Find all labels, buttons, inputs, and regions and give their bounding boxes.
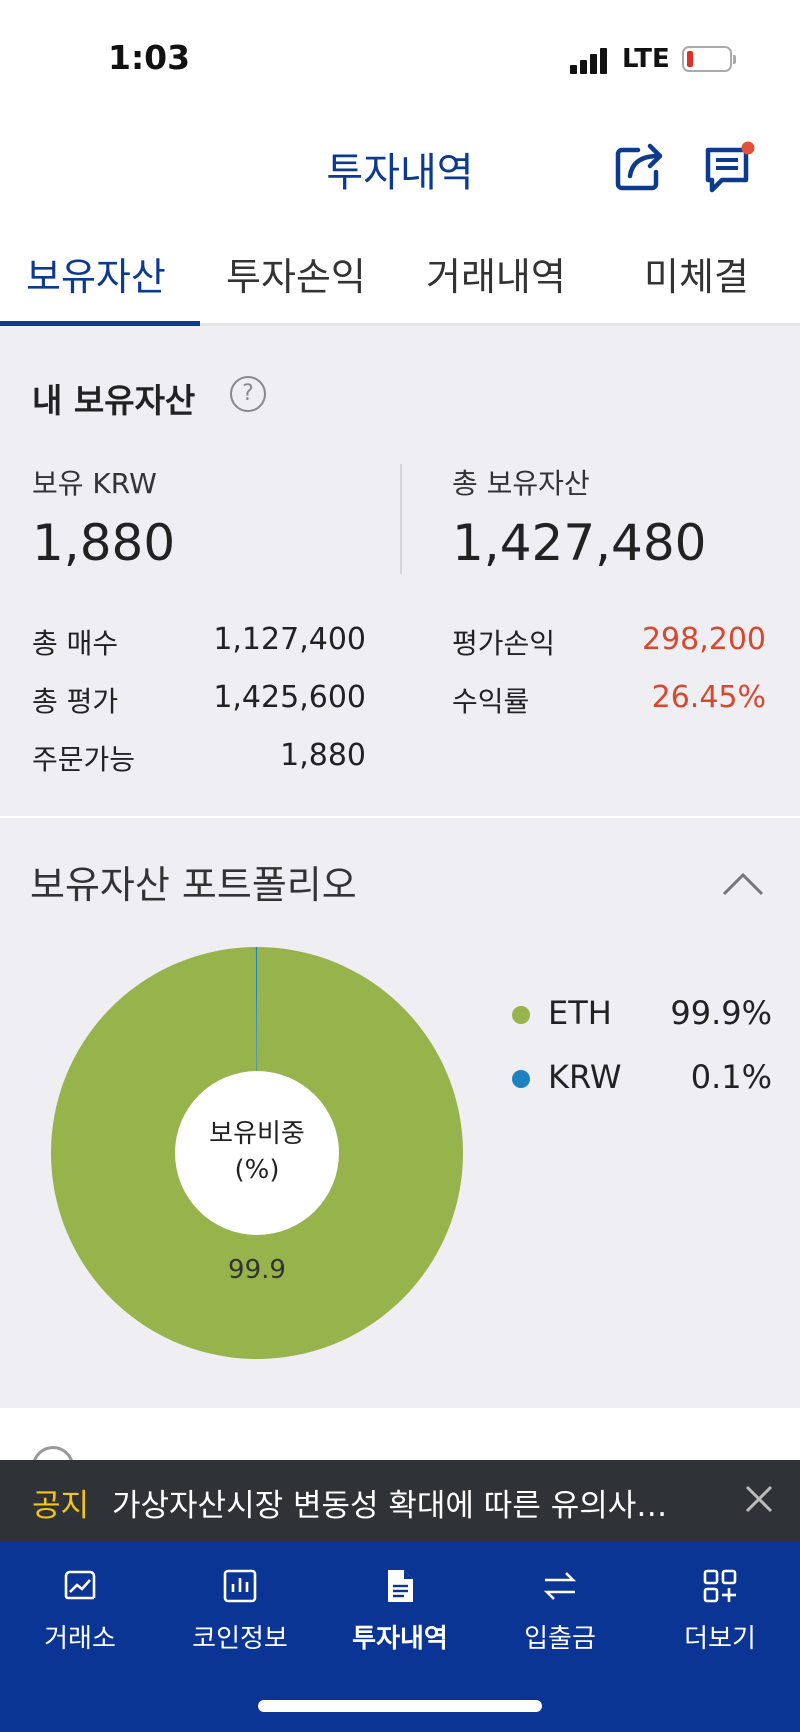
total-assets-label: 총 보유자산 [452, 467, 590, 500]
slice-eth-label: 99.9 [228, 1255, 286, 1285]
nav-exchange[interactable]: 거래소 [0, 1566, 160, 1655]
portfolio-donut-chart: 보유비중 (%) 99.9 [50, 947, 463, 1359]
notice-board-icon[interactable] [700, 138, 760, 198]
tab-holdings[interactable]: 보유자산 [26, 255, 166, 299]
legend-dot-eth [512, 1006, 530, 1024]
chevron-up-icon[interactable] [722, 872, 764, 896]
chart-line-icon [64, 1570, 96, 1600]
transfer-arrows-icon [543, 1572, 577, 1600]
home-indicator [258, 1700, 542, 1712]
next-section-peek [0, 1410, 800, 1488]
nav-deposit-withdraw[interactable]: 입출금 [480, 1566, 640, 1655]
document-icon [388, 1570, 413, 1602]
nav-label: 입출금 [524, 1624, 596, 1654]
page-title: 투자내역 [326, 150, 474, 196]
grid-plus-icon [703, 1569, 737, 1603]
legend-value-eth: 99.9% [670, 994, 772, 1032]
portfolio-section: 보유자산 포트폴리오 보유비중 (%) 99.9 ETH 99.9% KRW 0… [0, 818, 800, 1408]
nav-coin-info[interactable]: 코인정보 [160, 1566, 320, 1655]
network-type: LTE [622, 44, 670, 74]
portfolio-title: 보유자산 포트폴리오 [30, 863, 357, 907]
nav-label: 코인정보 [192, 1624, 288, 1654]
return-rate-value: 26.45% [651, 680, 766, 715]
signal-icon [570, 46, 610, 74]
tab-profit-loss[interactable]: 투자손익 [226, 255, 366, 299]
battery-icon [682, 46, 736, 72]
return-rate-label: 수익률 [452, 685, 530, 718]
legend-name-krw: KRW [548, 1058, 622, 1096]
krw-label: 보유 KRW [32, 467, 157, 500]
status-time: 1:03 [108, 38, 191, 77]
orderable-value: 1,880 [280, 738, 366, 773]
donut-hole [175, 1071, 339, 1235]
tab-transactions[interactable]: 거래내역 [426, 255, 566, 299]
nav-label: 거래소 [44, 1624, 116, 1654]
legend-item-eth: ETH 99.9% [512, 994, 772, 1034]
holdings-summary: 내 보유자산 ? 보유 KRW 1,880 총 보유자산 1,427,480 총… [0, 326, 800, 816]
bottom-nav: 거래소 코인정보 투자내역 입출금 [0, 1542, 800, 1732]
share-icon[interactable] [612, 138, 668, 194]
nav-label: 투자내역 [352, 1624, 448, 1654]
legend-dot-krw [512, 1070, 530, 1088]
total-buy-value: 1,127,400 [213, 622, 366, 657]
bar-chart-icon [223, 1569, 257, 1603]
legend-name-eth: ETH [548, 994, 612, 1032]
nav-label: 더보기 [684, 1624, 756, 1654]
eval-pl-label: 평가손익 [452, 627, 556, 660]
total-assets-value: 1,427,480 [452, 514, 707, 572]
active-tab-indicator [0, 321, 200, 326]
total-buy-label: 총 매수 [32, 627, 119, 660]
notice-banner[interactable]: 공지 가상자산시장 변동성 확대에 따른 유의사… [0, 1460, 800, 1542]
notice-tag: 공지 [32, 1488, 90, 1524]
total-eval-value: 1,425,600 [213, 680, 366, 715]
summary-title: 내 보유자산 [32, 381, 196, 420]
help-icon[interactable]: ? [230, 376, 266, 412]
donut-center-unit: (%) [235, 1155, 280, 1185]
donut-center-label: 보유비중 [209, 1119, 305, 1149]
tab-bar: 보유자산 투자손익 거래내역 미체결 [0, 220, 800, 326]
close-icon[interactable] [744, 1484, 774, 1514]
status-bar: 1:03 LTE [0, 0, 800, 110]
tab-unfilled[interactable]: 미체결 [644, 255, 749, 299]
krw-value: 1,880 [32, 514, 176, 572]
notice-text[interactable]: 가상자산시장 변동성 확대에 따른 유의사… [112, 1488, 668, 1524]
summary-divider [400, 464, 402, 574]
total-eval-label: 총 평가 [32, 685, 119, 718]
legend-value-krw: 0.1% [690, 1058, 772, 1096]
nav-more[interactable]: 더보기 [640, 1566, 800, 1655]
legend-item-krw: KRW 0.1% [512, 1058, 772, 1098]
eval-pl-value: 298,200 [641, 622, 766, 657]
app-header: 투자내역 [0, 110, 800, 220]
orderable-label: 주문가능 [32, 743, 136, 776]
nav-investments[interactable]: 투자내역 [320, 1566, 480, 1655]
